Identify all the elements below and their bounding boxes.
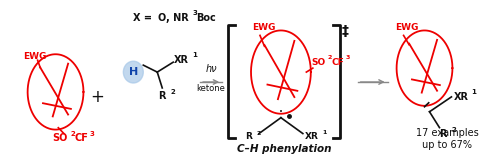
- Text: 3: 3: [192, 10, 197, 16]
- Text: XR: XR: [305, 132, 318, 141]
- Text: EWG: EWG: [396, 22, 419, 32]
- Text: 2: 2: [257, 131, 262, 136]
- Text: CF: CF: [74, 132, 88, 143]
- Text: XR: XR: [454, 92, 468, 102]
- Text: 17 examples: 17 examples: [416, 128, 479, 138]
- Text: H: H: [128, 67, 138, 77]
- Text: Boc: Boc: [196, 13, 216, 23]
- Ellipse shape: [124, 61, 144, 83]
- Text: hν: hν: [206, 64, 217, 74]
- Text: R: R: [440, 129, 447, 139]
- Text: 1: 1: [472, 89, 476, 95]
- Text: SO: SO: [312, 58, 326, 67]
- Text: ‡: ‡: [342, 24, 348, 38]
- Text: EWG: EWG: [22, 52, 46, 61]
- Text: ketone: ketone: [196, 84, 226, 93]
- Text: C–H phenylation: C–H phenylation: [236, 145, 331, 154]
- Text: 2: 2: [452, 127, 456, 133]
- Text: XR: XR: [174, 55, 189, 65]
- Text: R: R: [158, 91, 166, 101]
- Text: 1: 1: [192, 52, 197, 58]
- Text: 1: 1: [323, 130, 327, 135]
- Text: 3: 3: [346, 55, 350, 60]
- Text: R: R: [245, 132, 252, 141]
- Text: EWG: EWG: [252, 22, 276, 32]
- Text: X =: X =: [133, 13, 156, 23]
- Text: 3: 3: [90, 131, 94, 137]
- Text: O, NR: O, NR: [158, 13, 189, 23]
- Text: 2: 2: [70, 131, 75, 137]
- Text: CF: CF: [332, 58, 344, 67]
- Text: 2: 2: [170, 89, 175, 95]
- Text: up to 67%: up to 67%: [422, 140, 472, 149]
- Text: SO: SO: [52, 132, 68, 143]
- Text: 2: 2: [328, 55, 332, 60]
- Text: +: +: [90, 88, 104, 106]
